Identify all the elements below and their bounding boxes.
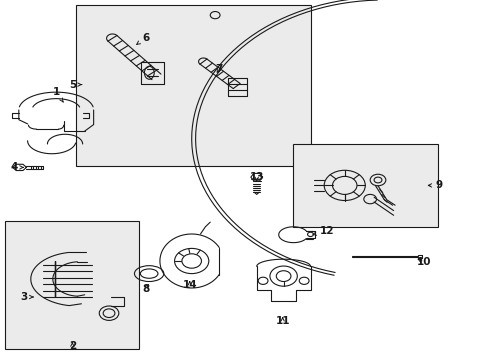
Bar	[76, 5, 310, 166]
Text: 9: 9	[427, 180, 442, 190]
Text: 4: 4	[10, 162, 23, 172]
Text: 10: 10	[416, 257, 431, 267]
Text: 14: 14	[182, 280, 197, 290]
Text: 11: 11	[275, 316, 289, 326]
Bar	[293, 144, 437, 227]
Text: 5: 5	[69, 80, 81, 90]
Bar	[5, 221, 139, 349]
Text: 1: 1	[53, 87, 63, 102]
Text: 8: 8	[142, 284, 149, 294]
Text: 12: 12	[312, 226, 333, 236]
Text: 2: 2	[69, 341, 76, 351]
Text: 13: 13	[249, 172, 264, 182]
Text: 7: 7	[215, 64, 223, 74]
Text: 6: 6	[137, 33, 149, 44]
Text: 3: 3	[20, 292, 33, 302]
